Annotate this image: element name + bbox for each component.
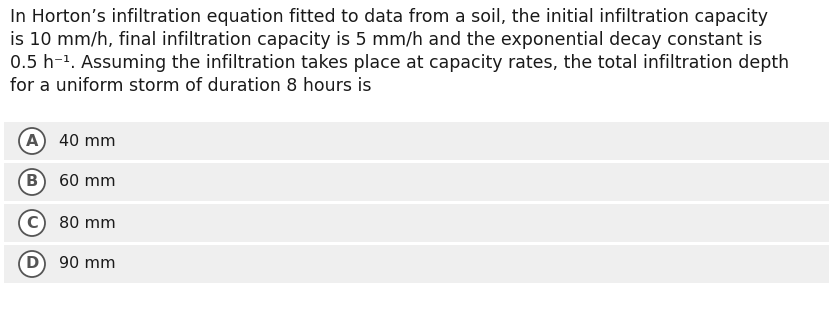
Text: for a uniform storm of duration 8 hours is: for a uniform storm of duration 8 hours … — [10, 77, 372, 95]
Text: C: C — [26, 215, 37, 230]
Text: B: B — [26, 174, 38, 190]
FancyBboxPatch shape — [4, 245, 829, 283]
FancyBboxPatch shape — [4, 204, 829, 242]
Text: 40 mm: 40 mm — [59, 133, 116, 149]
Text: 60 mm: 60 mm — [59, 174, 116, 190]
Text: is 10 mm/h, final infiltration capacity is 5 mm/h and the exponential decay cons: is 10 mm/h, final infiltration capacity … — [10, 31, 762, 49]
Text: In Horton’s infiltration equation fitted to data from a soil, the initial infilt: In Horton’s infiltration equation fitted… — [10, 8, 768, 26]
Text: 80 mm: 80 mm — [59, 215, 116, 230]
Text: D: D — [25, 257, 38, 271]
Ellipse shape — [19, 169, 45, 195]
Ellipse shape — [19, 251, 45, 277]
Ellipse shape — [19, 210, 45, 236]
Text: 0.5 h⁻¹. Assuming the infiltration takes place at capacity rates, the total infi: 0.5 h⁻¹. Assuming the infiltration takes… — [10, 54, 789, 72]
FancyBboxPatch shape — [4, 122, 829, 160]
Ellipse shape — [19, 128, 45, 154]
Text: 90 mm: 90 mm — [59, 257, 116, 271]
Text: A: A — [26, 133, 38, 149]
FancyBboxPatch shape — [4, 163, 829, 201]
